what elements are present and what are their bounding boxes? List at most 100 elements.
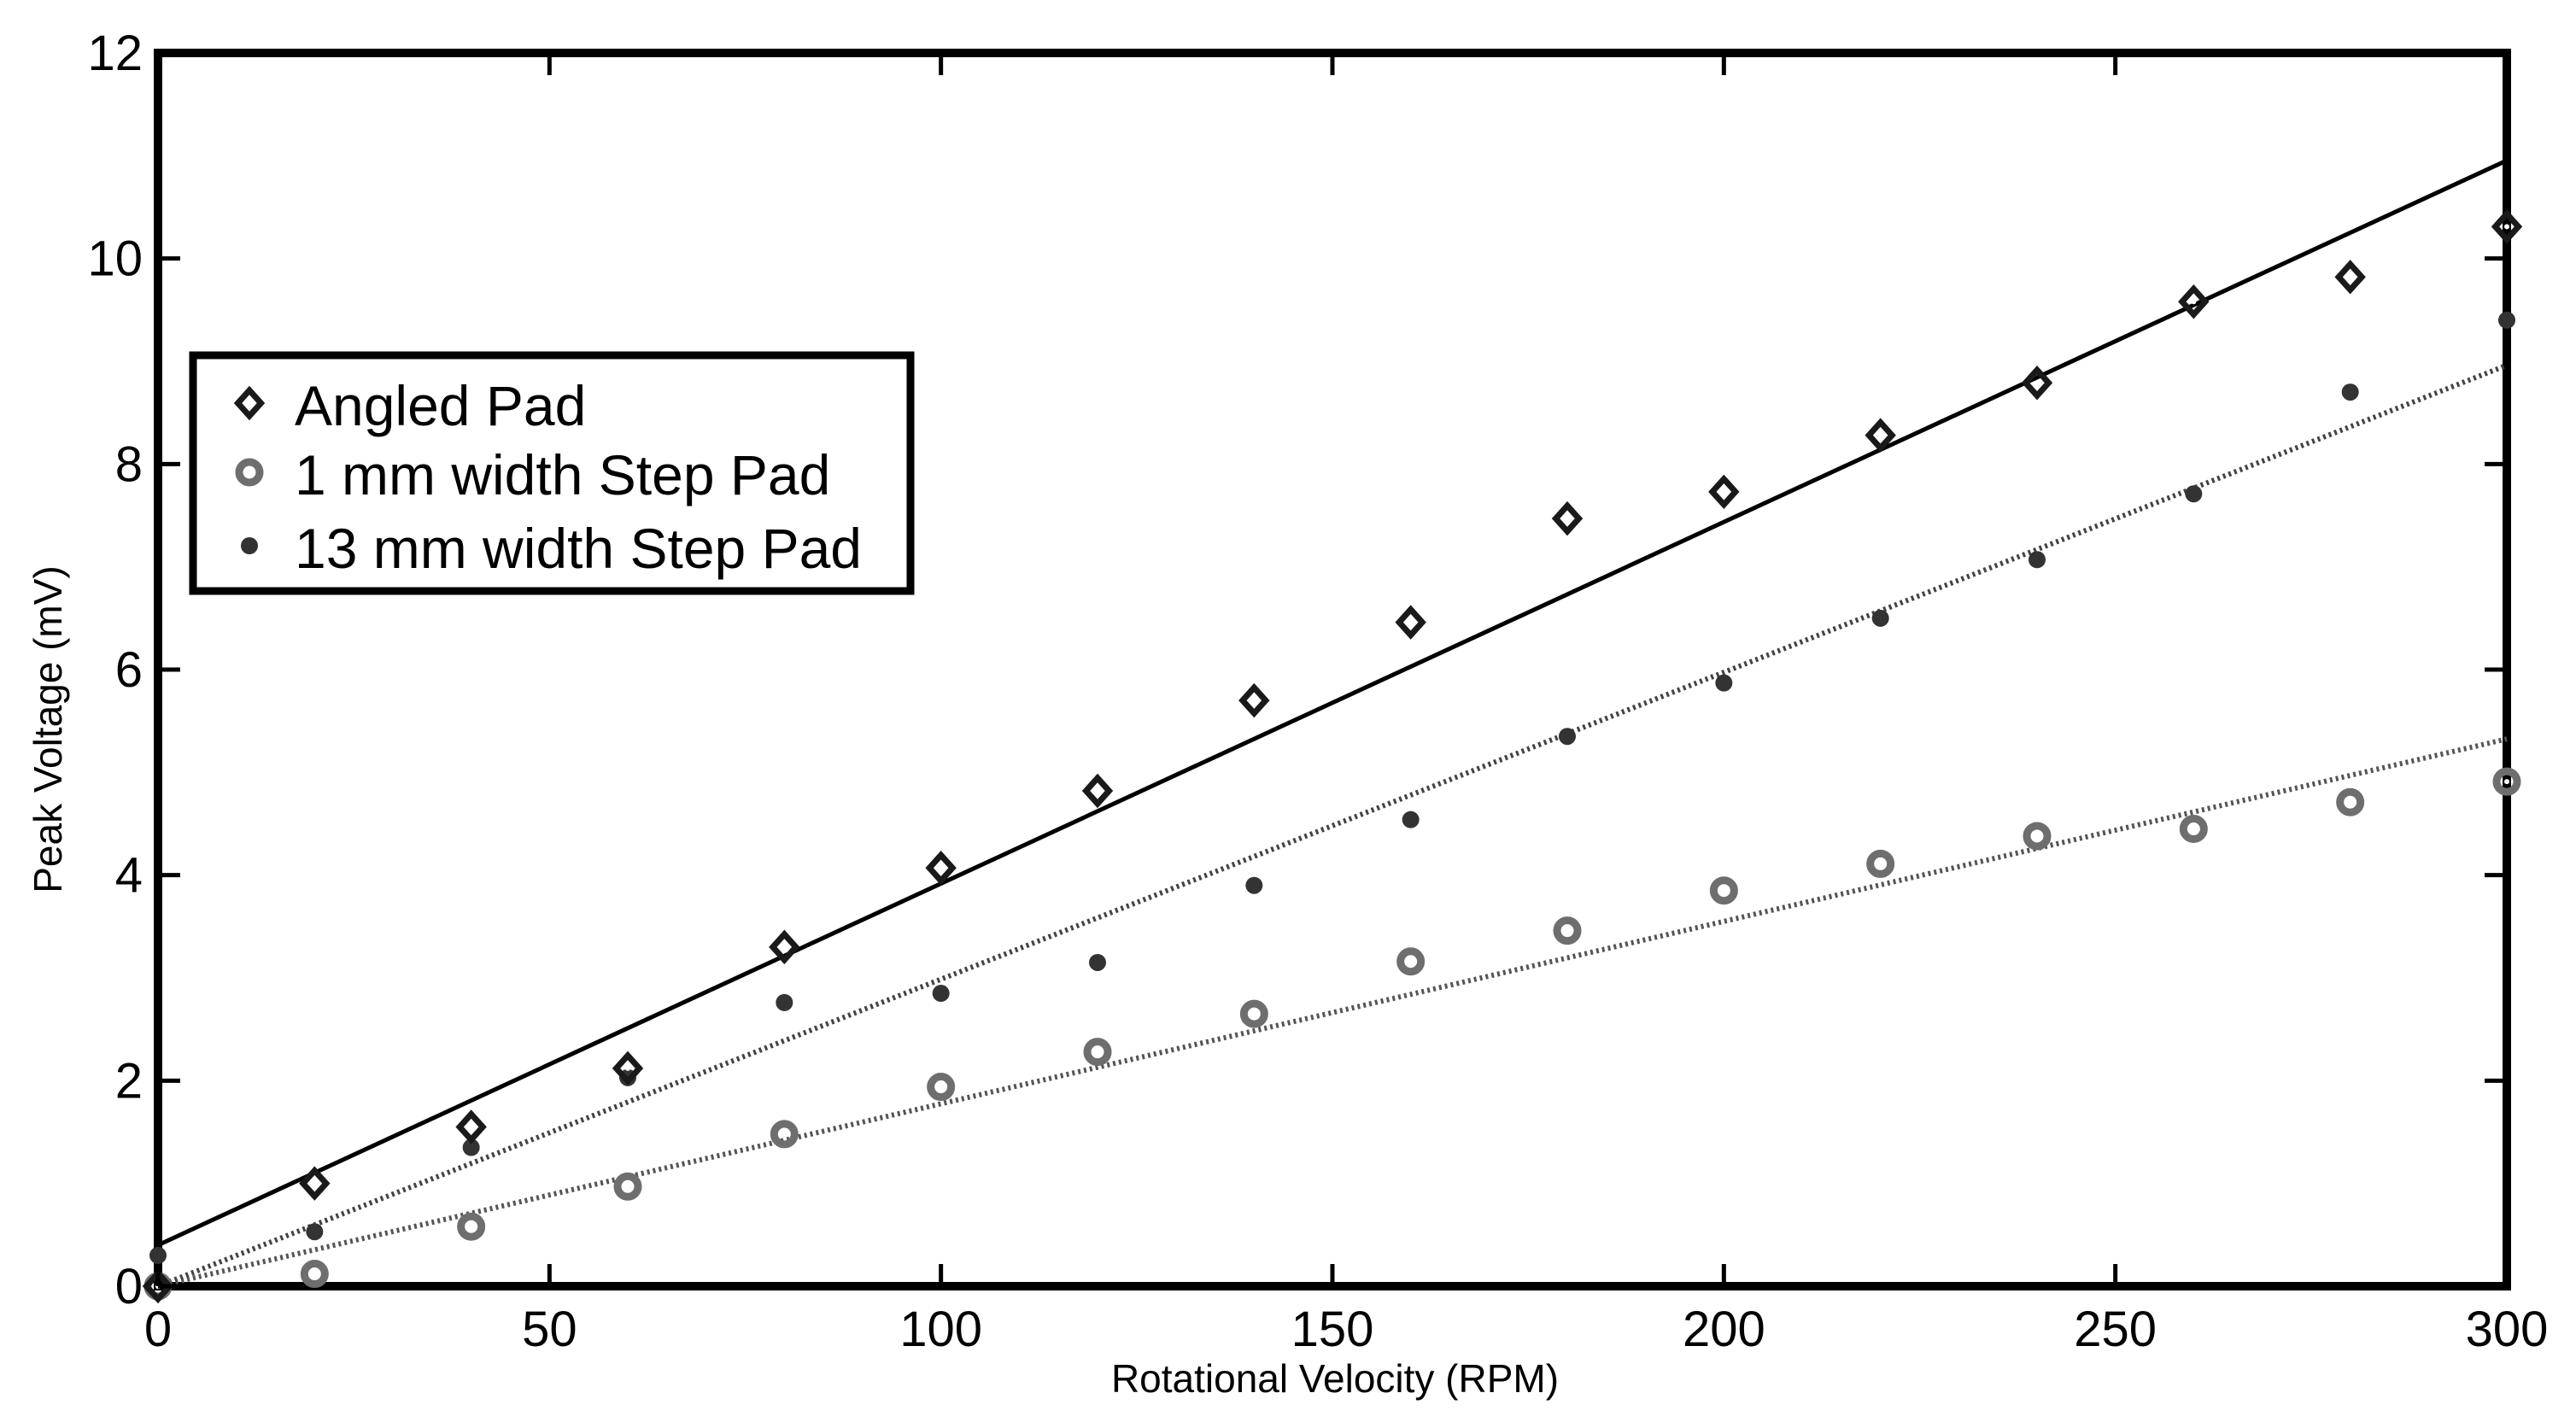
diamond-marker-shape: [612, 1051, 644, 1086]
x-tick-label: 100: [899, 1302, 982, 1357]
y-tick-label: 10: [87, 231, 143, 287]
fit-lines: [156, 158, 2509, 1289]
diamond-marker-center: [2191, 299, 2197, 305]
data-point-dot: [1089, 953, 1106, 971]
dot-marker-shape: [2185, 485, 2203, 503]
ring-marker-center: [468, 1224, 474, 1230]
ring-marker-center: [312, 1271, 318, 1277]
y-tick-label: 12: [87, 26, 143, 81]
data-point-diamond: [1238, 682, 1270, 718]
fit-line-diamond: [156, 158, 2509, 1248]
data-point-diamond: [1081, 773, 1114, 809]
data-markers: [142, 209, 2523, 1304]
dot-marker-shape: [149, 1246, 167, 1264]
ring-marker-center: [1408, 958, 1414, 964]
dot-marker-shape: [462, 1138, 480, 1156]
ring-marker-shape: [613, 1172, 642, 1201]
data-point-ring: [770, 1120, 799, 1149]
legend-box: [189, 351, 915, 595]
dot-marker-shape: [776, 993, 793, 1011]
diamond-marker-shape: [2178, 284, 2210, 319]
ring-marker-center: [1095, 1049, 1100, 1055]
data-point-ring: [2023, 822, 2052, 851]
diamond-marker-shape: [2021, 366, 2053, 401]
data-point-diamond: [2491, 209, 2523, 244]
data-point-ring: [1083, 1038, 1112, 1067]
data-point-diamond: [299, 1166, 331, 1201]
data-point-ring: [457, 1212, 486, 1241]
dot-marker-shape: [2029, 551, 2046, 569]
diamond-marker-shape: [2334, 260, 2366, 295]
diamond-marker-center: [1095, 787, 1100, 793]
data-point-ring: [1709, 876, 1738, 905]
diamond-marker-shape: [1081, 773, 1114, 809]
diamond-marker-center: [625, 1065, 630, 1071]
diamond-marker-shape: [142, 1268, 174, 1304]
y-tick-label: 0: [115, 1259, 143, 1314]
diamond-marker-shape: [769, 929, 800, 965]
data-point-diamond: [769, 929, 800, 965]
dot-marker-shape: [2498, 311, 2515, 329]
data-point-diamond: [455, 1109, 487, 1144]
data-point-dot: [2498, 311, 2515, 329]
dot-marker-shape: [2341, 383, 2359, 401]
ring-marker-center: [1721, 887, 1727, 893]
data-point-dot: [149, 1246, 167, 1264]
diamond-marker-center: [2034, 380, 2040, 386]
data-point-diamond: [2334, 260, 2366, 295]
diamond-marker-center: [782, 944, 787, 950]
y-axis-title: Peak Voltage (mV): [26, 565, 70, 893]
ring-marker-shape: [2336, 787, 2365, 816]
dot-marker-shape: [1559, 728, 1576, 746]
x-tick-label: 250: [2074, 1302, 2157, 1357]
legend-marker-ring: [235, 458, 264, 487]
ring-marker-shape: [927, 1073, 956, 1102]
data-point-diamond: [2178, 284, 2210, 319]
data-point-diamond: [1551, 500, 1584, 536]
ring-marker-center: [938, 1084, 944, 1090]
data-point-dot: [1715, 674, 1733, 692]
ring-marker-center: [2034, 833, 2040, 839]
diamond-marker-shape: [1238, 682, 1270, 718]
diamond-marker-shape: [2491, 209, 2523, 244]
data-point-ring: [2492, 767, 2521, 796]
dot-marker-shape: [241, 537, 258, 554]
axis-ticks: [155, 50, 2509, 1289]
dot-marker-shape: [1089, 953, 1106, 971]
ring-marker-shape: [770, 1120, 799, 1149]
ring-marker-shape: [1709, 876, 1738, 905]
diamond-marker-shape: [455, 1109, 487, 1144]
diamond-marker-shape: [1395, 605, 1426, 640]
data-point-dot: [2185, 485, 2203, 503]
ring-marker-center: [1877, 861, 1883, 867]
data-point-ring: [927, 1073, 956, 1102]
diamond-marker-center: [1565, 516, 1570, 522]
ring-marker-center: [2191, 826, 2197, 832]
diamond-marker-center: [1877, 432, 1883, 438]
ring-marker-center: [1565, 928, 1570, 933]
data-point-dot: [2029, 551, 2046, 569]
dot-marker-shape: [932, 985, 950, 1003]
legend-label: Angled Pad: [295, 374, 586, 437]
legend-marker-diamond: [233, 385, 266, 421]
data-point-diamond: [1395, 605, 1426, 640]
diamond-marker-center: [1408, 619, 1414, 625]
ring-marker-shape: [457, 1212, 486, 1241]
ring-marker-shape: [235, 458, 264, 487]
data-point-dot: [462, 1138, 480, 1156]
diamond-marker-center: [468, 1124, 474, 1130]
dot-marker-shape: [1715, 674, 1733, 692]
fit-line-ring: [157, 736, 2508, 1289]
data-point-ring: [1396, 947, 1426, 976]
diamond-marker-center: [247, 401, 252, 406]
diamond-marker-shape: [233, 385, 266, 421]
ring-marker-center: [2504, 779, 2509, 785]
ring-marker-shape: [1083, 1038, 1112, 1067]
diamond-marker-center: [1251, 698, 1257, 704]
dot-marker-shape: [1871, 609, 1889, 627]
data-point-ring: [2336, 787, 2365, 816]
dot-marker-shape: [1402, 811, 1420, 828]
